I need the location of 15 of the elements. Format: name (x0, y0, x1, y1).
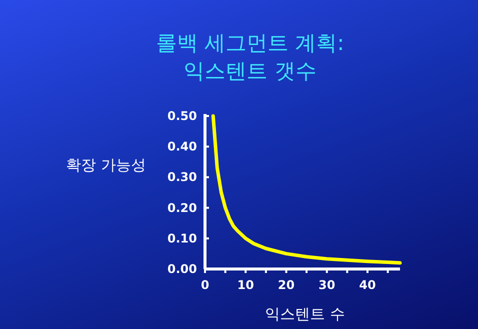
y-tick-label: 0.10 (167, 231, 197, 246)
chart-title: 롤백 세그먼트 계획: 익스텐트 갯수 (156, 31, 344, 83)
x-tick-label: 30 (318, 278, 336, 292)
y-tick-label: 0.50 (167, 109, 197, 123)
line-series (211, 114, 402, 265)
x-tick-label: 10 (237, 278, 254, 292)
x-axis-title: 익스텐트 수 (265, 305, 345, 323)
y-tick-label: 0.20 (167, 200, 197, 215)
x-tick-label: 20 (278, 278, 295, 292)
x-tick-label: 0 (200, 278, 210, 292)
y-tick-label: 0.40 (167, 140, 197, 154)
y-tick-label: 0.30 (167, 170, 197, 184)
x-tick-label: 40 (359, 278, 376, 292)
y-tick-label: 0.00 (167, 262, 197, 276)
y-axis-title: 확장 가능성 (66, 156, 146, 174)
